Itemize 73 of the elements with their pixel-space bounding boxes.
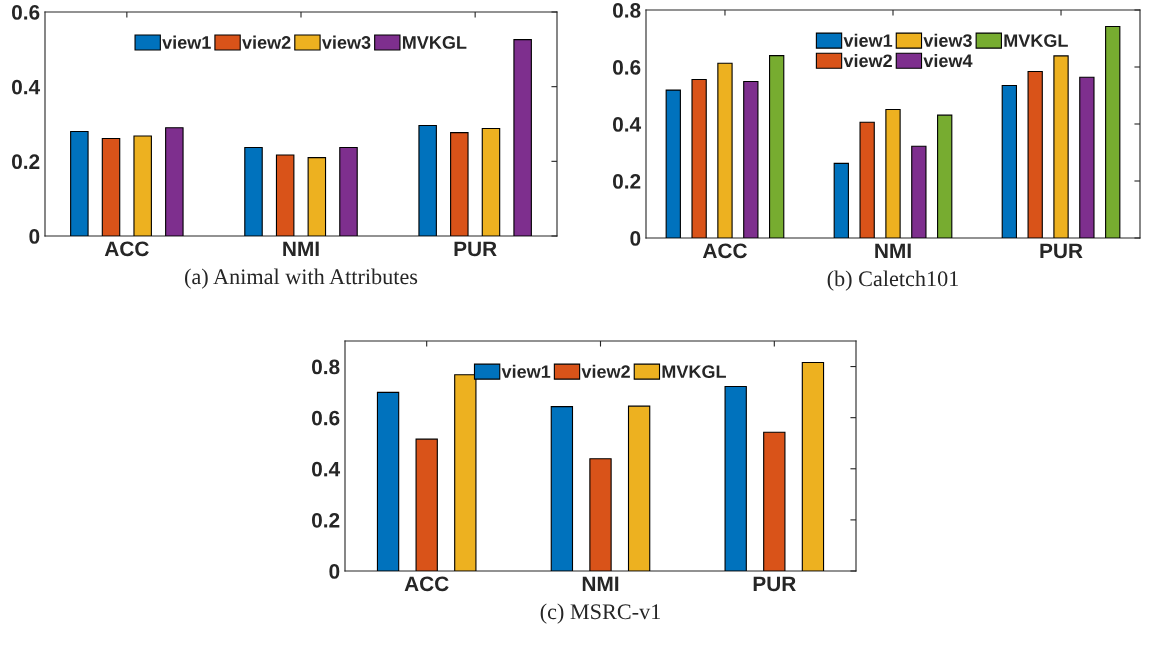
bar <box>717 62 733 238</box>
y-tick-label: 0.8 <box>312 359 340 375</box>
y-tick-label: 0.4 <box>312 461 341 477</box>
x-tick-label: ACC <box>702 243 747 259</box>
bar <box>415 438 438 571</box>
x-tick-label: PUR <box>753 576 796 592</box>
bar <box>376 391 400 571</box>
legend-label: view1 <box>843 33 893 47</box>
x-tick-label: NMI <box>582 576 619 591</box>
bar <box>1053 55 1069 238</box>
bar <box>1001 84 1017 238</box>
y-tick-label: 0 <box>630 231 641 246</box>
x-tick-label: NMI <box>875 243 911 258</box>
bar <box>627 405 651 571</box>
y-tick-label: 0.2 <box>312 512 340 528</box>
bar <box>691 78 707 238</box>
legend-label: MVKGL <box>662 365 726 379</box>
x-tick-label: ACC <box>104 241 149 257</box>
bar <box>937 114 953 238</box>
bar <box>165 127 184 236</box>
bar <box>769 55 785 238</box>
bar <box>339 146 358 236</box>
legend-label: view3 <box>923 33 972 48</box>
bar <box>550 406 574 571</box>
y-tick-label: 0 <box>329 564 340 579</box>
x-tick-label: PUR <box>454 241 497 257</box>
bar <box>133 135 152 236</box>
y-tick-label: 0.6 <box>312 410 340 426</box>
legend-label: view4 <box>923 53 973 68</box>
bar <box>275 154 295 236</box>
bar <box>665 89 681 238</box>
bar <box>724 385 747 571</box>
bar <box>589 458 612 571</box>
legend-label: view1 <box>162 35 211 49</box>
legend-label: MVKGL <box>1004 34 1068 47</box>
bar <box>1105 25 1121 238</box>
legend-label: view2 <box>843 53 892 68</box>
bar <box>885 108 901 238</box>
bar <box>101 138 121 236</box>
bar <box>450 132 469 236</box>
x-tick-label: ACC <box>404 576 449 592</box>
bar <box>513 39 532 236</box>
bar <box>743 80 759 238</box>
legend-label: view1 <box>501 364 551 379</box>
bar <box>244 146 263 236</box>
y-tick-label: 0.4 <box>12 79 41 95</box>
bar <box>70 130 89 236</box>
bar <box>481 127 501 236</box>
bar <box>763 431 786 571</box>
x-tick-label: NMI <box>283 241 319 256</box>
x-axis-title: (c) MSRC-v1 <box>540 603 660 624</box>
bar <box>801 361 825 571</box>
legend-label: MVKGL <box>402 36 467 49</box>
x-axis-title: (a) Animal with Attributes <box>185 268 418 289</box>
bar <box>859 121 875 238</box>
y-tick-label: 0.2 <box>613 174 641 189</box>
bar <box>833 162 849 238</box>
y-tick-label: 0.8 <box>613 3 641 18</box>
legend-label: view2 <box>242 35 291 49</box>
x-axis-title: (b) Caletch101 <box>827 270 958 291</box>
y-tick-label: 0.6 <box>613 60 641 75</box>
y-tick-label: 0.2 <box>12 154 40 170</box>
y-tick-label: 0 <box>29 229 40 244</box>
y-tick-label: 0.4 <box>613 117 642 132</box>
y-tick-label: 0.6 <box>12 5 40 20</box>
bar <box>418 124 437 236</box>
bar <box>307 157 327 236</box>
bar <box>1027 71 1043 238</box>
bar <box>1079 76 1095 238</box>
bar <box>911 145 927 238</box>
legend-label: view2 <box>581 364 630 379</box>
legend-label: view3 <box>321 35 371 49</box>
x-tick-label: PUR <box>1040 243 1083 259</box>
